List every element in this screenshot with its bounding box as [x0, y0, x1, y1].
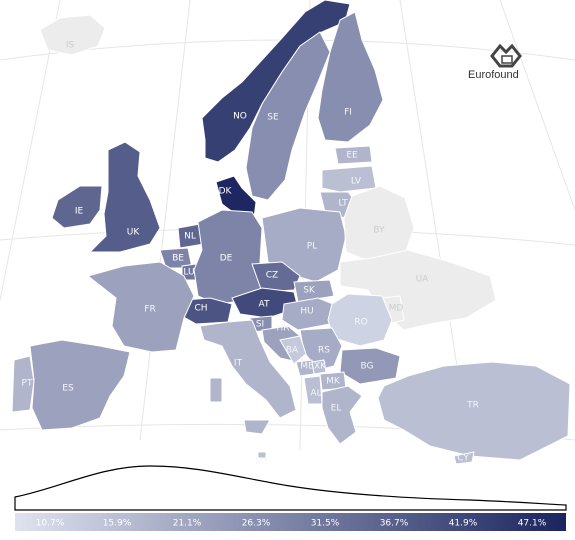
country-ba[interactable] [279, 335, 307, 365]
country-ro[interactable] [327, 293, 393, 347]
country-ee[interactable] [334, 145, 373, 165]
country-ua[interactable] [339, 249, 497, 331]
country-me[interactable] [295, 359, 315, 377]
legend-color-bar [15, 513, 566, 531]
legend-tick-1: 15.9% [103, 519, 132, 529]
eurofound-logo-text: Eurofound [468, 69, 519, 81]
country-mt[interactable] [257, 451, 267, 459]
country-uk[interactable] [88, 141, 161, 253]
country-xk[interactable] [311, 359, 327, 375]
legend-tick-labels: 10.7% 15.9% 21.1% 26.3% 31.5% 36.7% 41.9… [36, 519, 547, 529]
country-es[interactable] [29, 339, 131, 431]
country-fi[interactable] [317, 11, 384, 143]
legend-tick-7: 47.1% [518, 519, 547, 529]
country-it[interactable] [199, 319, 297, 435]
country-lv[interactable] [321, 165, 377, 193]
country-pt[interactable] [11, 355, 35, 413]
country-al[interactable] [303, 375, 323, 405]
country-cy[interactable] [453, 451, 475, 465]
legend-tick-5: 36.7% [380, 519, 409, 529]
country-ie[interactable] [51, 185, 103, 229]
legend-tick-6: 41.9% [449, 519, 478, 529]
country-se[interactable] [245, 31, 331, 201]
country-sk[interactable] [293, 279, 335, 303]
eurofound-logo-icon [490, 43, 522, 68]
country-el[interactable] [321, 385, 363, 445]
countries-layer [11, 0, 571, 465]
country-is[interactable] [39, 14, 106, 56]
country-fr[interactable] [86, 261, 195, 353]
legend-tick-2: 21.1% [173, 519, 202, 529]
country-tr[interactable] [377, 361, 571, 461]
country-label-mt: MT [255, 458, 269, 468]
distribution-curve [14, 465, 567, 511]
country-bg[interactable] [339, 347, 401, 385]
legend-tick-4: 31.5% [311, 519, 340, 529]
country-dk[interactable] [215, 175, 257, 219]
legend-tick-3: 26.3% [242, 519, 271, 529]
legend-tick-0: 10.7% [36, 519, 65, 529]
eurofound-logo: Eurofound [468, 43, 522, 81]
